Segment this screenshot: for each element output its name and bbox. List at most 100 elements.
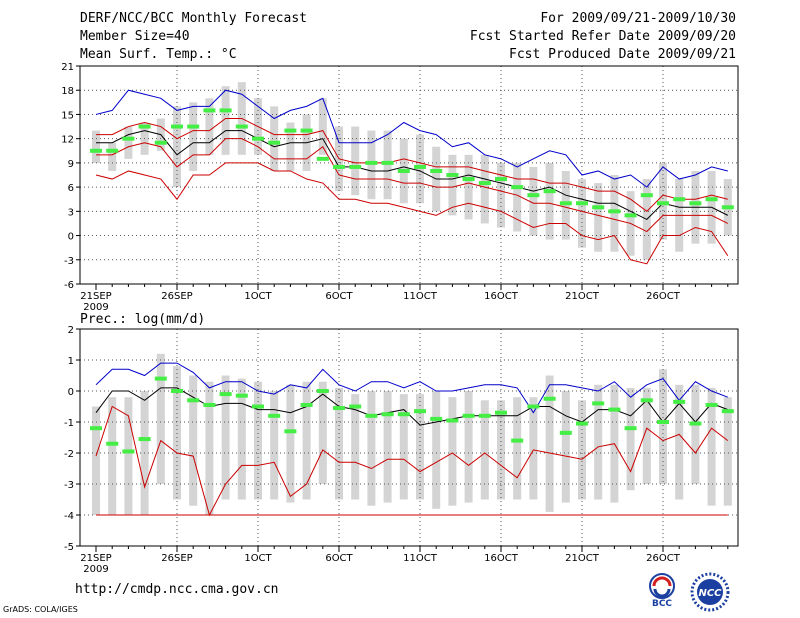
x-tick-label: 26OCT — [646, 553, 681, 564]
ensemble-box — [578, 179, 586, 248]
ensemble-box — [270, 391, 279, 500]
x-tick-label: 26SEP — [161, 291, 192, 302]
observation-marker — [316, 156, 329, 161]
series-line-min — [95, 162, 729, 265]
y-tick-label: 2 — [68, 325, 74, 336]
series-line-max — [95, 362, 728, 414]
ensemble-box — [513, 397, 522, 500]
ensemble-box — [302, 381, 311, 500]
ensemble-box — [351, 394, 360, 500]
x-tick-label: 26OCT — [646, 291, 681, 302]
observation-marker — [381, 160, 394, 165]
ensemble-box — [513, 162, 522, 232]
ensemble-box — [124, 126, 133, 159]
observation-marker — [154, 376, 167, 381]
temperature-variable-label: Mean Surf. Temp.: °C — [80, 47, 237, 62]
observation-marker — [252, 404, 264, 409]
observation-marker — [333, 164, 345, 169]
observation-marker — [90, 148, 102, 153]
observation-marker — [689, 201, 702, 206]
ensemble-box — [659, 369, 667, 484]
ensemble-box — [675, 384, 684, 500]
plot-frame — [79, 65, 739, 285]
ensemble-box — [594, 384, 603, 500]
x-tick-label: 6OCT — [325, 553, 353, 564]
observation-marker — [235, 124, 248, 129]
y-tick-label: 6 — [68, 183, 74, 194]
bcc-logo: BCC — [640, 572, 684, 612]
x-tick-year-label: 2009 — [83, 302, 108, 313]
observation-marker — [430, 168, 443, 173]
ensemble-box — [367, 391, 376, 506]
observation-marker — [495, 410, 507, 415]
x-tick-label: 16OCT — [484, 553, 519, 564]
observation-marker — [300, 128, 313, 133]
ensemble-box — [480, 154, 489, 224]
ensemble-box — [173, 366, 181, 500]
ensemble-box — [189, 102, 198, 171]
series-line-lower — [96, 138, 729, 233]
observation-marker — [171, 389, 183, 393]
observation-marker — [414, 164, 426, 169]
observation-marker — [640, 193, 653, 198]
observation-marker — [349, 404, 362, 409]
x-tick-label: 26SEP — [161, 553, 192, 564]
x-tick-label: 6OCT — [325, 291, 353, 302]
observation-marker — [657, 420, 669, 424]
observation-marker — [414, 409, 426, 414]
source-url[interactable]: http://cmdp.ncc.cma.gov.cn — [75, 582, 279, 597]
ensemble-box — [529, 397, 538, 500]
observation-marker — [705, 402, 718, 407]
observation-marker — [721, 409, 734, 414]
ensemble-box — [416, 134, 424, 204]
ensemble-box — [545, 375, 554, 512]
x-tick-label: 21SEP — [80, 291, 111, 302]
observation-marker — [705, 197, 718, 202]
observation-marker — [462, 177, 475, 182]
series-line-mean — [96, 130, 729, 221]
observation-marker — [187, 124, 200, 129]
plot-frame — [79, 328, 739, 547]
observation-marker — [316, 389, 329, 393]
y-tick-label: -3 — [64, 480, 74, 491]
observation-marker — [381, 412, 394, 417]
x-tick-label: 16OCT — [484, 291, 519, 302]
ensemble-box — [416, 394, 424, 500]
ensemble-box — [691, 384, 700, 484]
observation-marker — [268, 140, 281, 145]
ensemble-box — [723, 397, 732, 506]
ensemble-box — [707, 387, 716, 506]
ensemble-box — [399, 394, 408, 500]
chart-title: DERF/NCC/BCC Monthly Forecast — [80, 11, 307, 26]
y-tick-label: 21 — [61, 62, 74, 73]
observation-marker — [559, 430, 572, 435]
observation-marker — [365, 160, 378, 165]
observation-marker — [446, 173, 459, 177]
ensemble-box — [448, 397, 457, 506]
ensemble-box — [335, 387, 343, 500]
y-tick-label: -6 — [64, 280, 74, 291]
forecast-start-date: Fcst Started Refer Date 2009/09/20 — [469, 29, 736, 44]
y-tick-label: 1 — [68, 356, 74, 367]
series-line-max — [95, 89, 728, 188]
observation-marker — [543, 396, 556, 401]
observation-marker — [624, 426, 637, 431]
observation-marker — [527, 404, 540, 409]
ensemble-box — [108, 397, 117, 515]
observation-marker — [478, 413, 491, 418]
observation-marker — [122, 136, 135, 141]
y-tick-label: 3 — [68, 207, 74, 218]
observation-marker — [235, 393, 248, 398]
ensemble-box — [561, 170, 570, 240]
ensemble-box — [318, 381, 327, 484]
grads-credit: GrADS: COLA/IGES — [3, 605, 78, 614]
observation-marker — [219, 392, 232, 397]
ensemble-box — [529, 166, 538, 236]
observation-marker — [187, 398, 200, 403]
observation-marker — [138, 124, 151, 129]
x-tick-label: 21OCT — [565, 291, 600, 302]
series-line-mean — [95, 387, 728, 426]
observation-marker — [511, 185, 524, 190]
